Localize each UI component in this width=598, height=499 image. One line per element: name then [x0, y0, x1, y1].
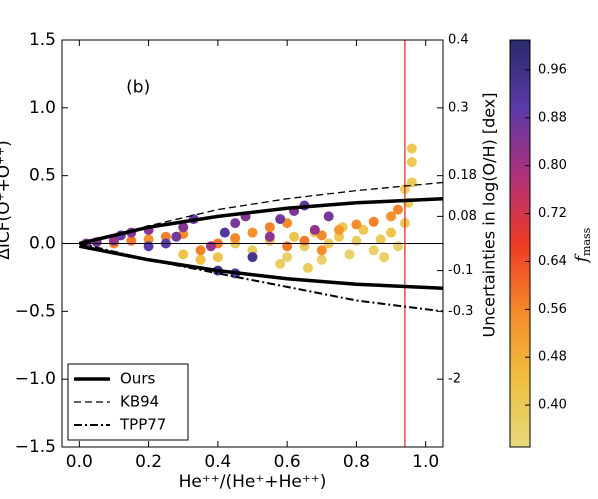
y2-tick-label: 0.08 — [448, 209, 477, 224]
colorbar — [509, 39, 531, 448]
y-tick-label: 0.0 — [29, 234, 56, 254]
model-line — [78, 196, 443, 246]
y-tick-label: −0.5 — [15, 301, 56, 321]
scatter-point — [219, 227, 230, 238]
x-tick-label: 0.2 — [135, 452, 162, 472]
scatter-point — [264, 222, 275, 233]
scatter-point — [368, 216, 379, 227]
annotation: (b) — [126, 77, 150, 97]
y-tick-label: −1.0 — [15, 369, 56, 389]
scatter-point — [323, 211, 334, 222]
scatter-point — [212, 252, 223, 263]
model-line — [78, 244, 443, 291]
scatter-point — [406, 177, 417, 188]
y-axis-label: ΔICF(O⁺+O⁺⁺) — [0, 140, 14, 259]
scatter-point — [205, 241, 216, 252]
x-tick-label: 0.4 — [204, 452, 231, 472]
colorbar-tick-label: 0.40 — [538, 398, 567, 413]
model-line — [79, 242, 443, 313]
scatter-point — [302, 262, 313, 273]
colorbar-tick-label: 0.88 — [538, 110, 567, 125]
scatter-point — [358, 224, 369, 235]
y2-tick-label: -0.3 — [448, 304, 473, 319]
scatter-point — [386, 211, 397, 222]
scatter-point — [406, 157, 417, 168]
scatter-point — [351, 219, 362, 230]
plot-area — [62, 40, 443, 447]
y2-tick-label: 0.4 — [448, 33, 469, 48]
scatter-point — [282, 241, 293, 252]
y2-tick-label: 0.18 — [448, 168, 477, 183]
scatter-point — [368, 245, 379, 256]
y2-axis-label: Uncertainties in log(O/H) [dex] — [480, 92, 499, 337]
colorbar-tick-label: 0.48 — [538, 350, 567, 365]
scatter-point — [334, 224, 345, 235]
scatter-point — [351, 235, 362, 246]
scatter-point — [316, 245, 327, 256]
scatter-point — [264, 231, 275, 242]
legend-label: TPP77 — [119, 416, 166, 434]
legend-label: KB94 — [120, 393, 159, 411]
scatter-point — [316, 230, 327, 241]
colorbar-label-main: f — [572, 253, 592, 264]
scatter-point — [379, 252, 390, 263]
scatter-point — [230, 233, 241, 244]
scatter-point — [171, 231, 182, 242]
y-tick-label: 1.5 — [29, 30, 56, 50]
scatter-point — [375, 234, 386, 245]
scatter-point — [195, 245, 206, 256]
y2-tick-label: 0.3 — [448, 100, 469, 115]
y2-tick-label: -2 — [448, 372, 461, 387]
scatter-point — [386, 227, 397, 238]
scatter-point — [406, 143, 417, 154]
scatter-point — [392, 241, 403, 252]
colorbar-tick-label: 0.80 — [538, 158, 567, 173]
y2-tick-label: -0.1 — [448, 263, 473, 278]
colorbar-tick-label: 0.56 — [538, 302, 567, 317]
x-tick-label: 0.8 — [343, 452, 370, 472]
scatter-point — [230, 218, 241, 229]
y-tick-label: 0.5 — [29, 166, 56, 186]
legend: Ours KB94 TPP77 — [67, 363, 189, 441]
x-axis-label: He⁺⁺/(He⁺+He⁺⁺) — [179, 472, 327, 492]
model-line — [79, 181, 443, 245]
colorbar-tick-label: 0.72 — [538, 206, 567, 221]
colorbar-label: fmass — [572, 227, 594, 264]
scatter-point — [247, 252, 258, 263]
scatter-point — [282, 252, 293, 263]
scatter-point — [275, 214, 286, 225]
scatter-point — [392, 204, 403, 215]
x-tick-label: 0.0 — [66, 452, 93, 472]
scatter-point — [143, 241, 154, 252]
x-tick-label: 0.6 — [274, 452, 301, 472]
legend-label: Ours — [120, 370, 155, 388]
scatter-point — [178, 222, 189, 233]
scatter-point — [247, 227, 258, 238]
y-tick-label: −1.5 — [15, 437, 56, 457]
scatter-point — [344, 249, 355, 260]
scatter-point — [299, 235, 310, 246]
colorbar-tick-label: 0.96 — [538, 62, 567, 77]
scatter-point — [195, 254, 206, 265]
colorbar-label-sub: mass — [580, 227, 593, 256]
scatter-point — [316, 254, 327, 265]
scatter-point — [178, 249, 189, 260]
scatter-point — [309, 224, 320, 235]
y-tick-label: 1.0 — [29, 98, 56, 118]
x-tick-label: 1.0 — [412, 452, 439, 472]
colorbar-tick-label: 0.64 — [538, 254, 567, 269]
scatter-point — [289, 231, 300, 242]
scatter-point — [275, 258, 286, 269]
